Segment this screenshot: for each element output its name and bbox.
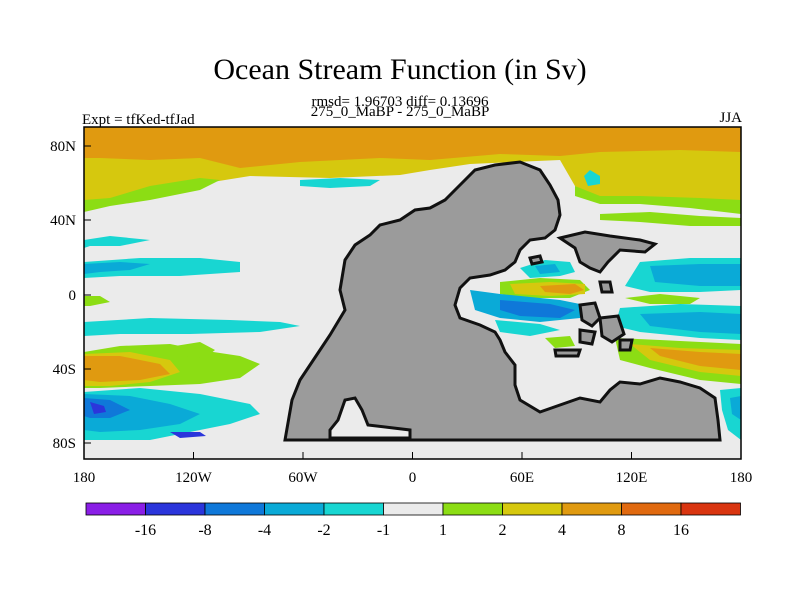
colorbar-swatch: [621, 502, 682, 516]
colorbar-swatch: [204, 502, 265, 516]
colorbar-label: 2: [499, 522, 507, 539]
stream-function-field: [84, 127, 741, 459]
colorbar: -16 -8 -4 -2 -1 1 2 4 8 16: [85, 502, 741, 539]
contour-band-east-neg2: [650, 264, 741, 286]
contour-band-south-8-west: [84, 356, 170, 382]
x-tick-label: 120E: [616, 470, 648, 486]
colorbar-label: -8: [198, 522, 211, 539]
x-tick-label: 0: [409, 470, 417, 486]
colorbar-label: 4: [558, 522, 566, 539]
colorbar-swatch: [680, 502, 741, 516]
contour-band-io-pos-small: [545, 336, 575, 348]
colorbar-label: -2: [317, 522, 330, 539]
contour-band-south-neg8-west: [90, 402, 106, 414]
land-masses: [283, 160, 722, 442]
contour-band-east-pos8-south: [650, 348, 741, 370]
contour-band-north-8: [84, 127, 741, 168]
land-island-7: [618, 338, 634, 352]
contour-band-io-neg2: [535, 264, 560, 274]
colorbar-swatch: [264, 502, 325, 516]
colorbar-swatch: [383, 502, 444, 516]
colorbar-label: 16: [673, 522, 689, 539]
x-tick-label: 180: [73, 470, 96, 486]
contour-band-north-2-east2: [600, 212, 741, 226]
land-island-6: [598, 280, 614, 294]
x-tick-label: 60W: [288, 470, 318, 486]
colorbar-label: -1: [377, 522, 390, 539]
contour-band-north-neg-west: [300, 178, 380, 188]
y-tick-label: 0: [69, 288, 77, 304]
contour-band-north-2-east: [575, 186, 741, 214]
contour-band-south-neg8-west2: [170, 432, 206, 438]
colorbar-swatch: [502, 502, 563, 516]
land-south-inlet: [328, 396, 412, 440]
contour-band-io-neg4: [500, 300, 575, 318]
x-tick-label: 120W: [175, 470, 213, 486]
contour-band-trop-neg-west2: [84, 236, 150, 248]
y-tick-label: 80N: [50, 139, 76, 155]
contour-band-east-neg2-south: [730, 396, 741, 420]
contour-band-north-neg-east: [584, 170, 600, 186]
experiment-label: Expt = tfKed-tfJad: [82, 112, 195, 128]
colorbar-label: 8: [618, 522, 626, 539]
x-tick-label: 180: [730, 470, 753, 486]
plot-title: Ocean Stream Function (in Sv): [213, 53, 587, 86]
land-island-4: [553, 348, 583, 358]
land-supercontinent: [283, 160, 722, 442]
y-tick-label: 40N: [50, 213, 76, 229]
contour-band-trop-neg4-west: [84, 262, 150, 274]
contour-band-io-pos8: [540, 284, 584, 294]
colorbar-swatch: [85, 502, 146, 516]
season-label: JJA: [719, 110, 742, 126]
contour-band-io-neg-bottom: [495, 320, 560, 336]
land-island-1: [578, 301, 602, 328]
colorbar-label: 1: [439, 522, 447, 539]
y-axis: 80N 40N 0 40S 80S: [50, 139, 91, 452]
y-tick-label: 40S: [53, 362, 76, 378]
stats-line: rmsd= 1.96703 diff= 0.13696: [311, 94, 489, 110]
x-tick-label: 60E: [510, 470, 534, 486]
x-axis: 180 120W 60W 0 60E 120E 180: [73, 452, 753, 486]
land-island-3: [578, 328, 597, 346]
colorbar-swatch: [145, 502, 206, 516]
contour-band-east-neg2-lower: [640, 312, 741, 334]
y-tick-label: 80S: [53, 436, 76, 452]
colorbar-swatch: [442, 502, 503, 516]
colorbar-label: -4: [258, 522, 271, 539]
contour-band-east-pos: [625, 294, 700, 304]
colorbar-swatch: [561, 502, 622, 516]
land-east-block: [556, 230, 659, 274]
land-island-5: [528, 254, 544, 266]
colorbar-label: -16: [135, 522, 156, 539]
contour-band-trop-neg-west3: [84, 318, 300, 336]
contour-band-south-2-blob: [175, 342, 215, 358]
contour-band-north-2-west: [84, 178, 220, 212]
colorbar-swatch: [323, 502, 384, 516]
plot-subtitle: 275_0_MaBP - 275_0_MaBP: [310, 104, 490, 120]
land-island-2: [598, 314, 626, 344]
contour-band-trop-pos-west: [84, 296, 110, 306]
